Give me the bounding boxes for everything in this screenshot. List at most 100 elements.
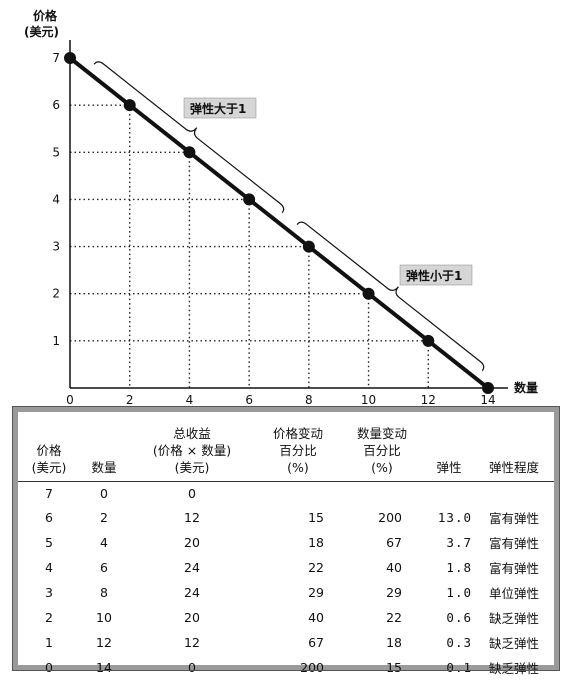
cell-r5-c2: 20 <box>184 609 200 625</box>
annotation-elastic-text: 弹性大于1 <box>190 101 246 116</box>
cell-r4-c0: 3 <box>45 584 53 600</box>
y-axis-label-line2: (美元) <box>24 24 59 39</box>
x-axis-label: 数量 <box>514 380 538 395</box>
cell-r2-c1: 4 <box>100 534 108 550</box>
annotation-inelastic: 弹性小于1 <box>399 264 473 286</box>
cell-r5-c5: 0.6 <box>446 609 472 625</box>
x-tick-14: 14 <box>480 393 495 407</box>
header-col-6: 弹性程度 <box>474 412 554 482</box>
cell-r5-c0: 2 <box>45 609 53 625</box>
table-header-row: 价格 (美元) 数量 总收益 (价格 × 数量) (美元) 价格变动 百分比 (%) 数量变动 百分… <box>18 412 554 482</box>
header-col-5: 弹性 <box>424 412 474 482</box>
cell-r1-c4: 200 <box>378 509 402 525</box>
cell-r1-c3: 15 <box>308 509 324 525</box>
data-point-5 <box>362 287 375 300</box>
cell-r1-c2: 12 <box>184 509 200 525</box>
y-tick-5: 5 <box>52 145 60 159</box>
data-point-3 <box>243 193 256 206</box>
demand-line <box>68 56 490 390</box>
y-tick-6: 6 <box>52 98 60 112</box>
table-row: 2 10 20 40 22 0.6 缺乏弹性 <box>18 605 554 630</box>
cell-r2-c0: 5 <box>45 534 53 550</box>
annotation-elastic: 弹性大于1 <box>183 97 257 119</box>
elasticity-table: 价格 (美元) 数量 总收益 (价格 × 数量) (美元) 价格变动 百分比 (%) 数量变动 百分… <box>18 412 554 680</box>
header-col-2: 总收益 (价格 × 数量) (美元) <box>128 412 256 482</box>
cell-r7-c2: 0 <box>188 659 196 675</box>
cell-r7-c1: 14 <box>96 659 112 675</box>
cell-r4-c5: 1.0 <box>446 584 472 600</box>
y-tick-7: 7 <box>52 51 60 65</box>
header-col-4-line-2: (%) <box>371 459 393 475</box>
table-row: 0 14 0 200 15 0.1 缺乏弹性 <box>18 655 554 680</box>
cell-r3-c1: 6 <box>100 559 108 575</box>
grid-lines <box>70 104 429 388</box>
cell-r3-c0: 4 <box>45 559 53 575</box>
table-row: 1 12 12 67 18 0.3 缺乏弹性 <box>18 630 554 655</box>
cell-r0-c6 <box>474 481 554 505</box>
cell-r6-c0: 1 <box>45 634 53 650</box>
header-col-1: 数量 <box>80 412 128 482</box>
cell-r5-c6: 缺乏弹性 <box>488 610 539 626</box>
cell-r2-c4: 67 <box>386 534 402 550</box>
header-col-6-line-0: 弹性程度 <box>488 459 539 475</box>
header-col-2-line-0: 总收益 <box>173 426 211 441</box>
header-col-3: 价格变动 百分比 (%) <box>256 412 340 482</box>
data-point-7 <box>482 382 494 394</box>
y-tick-1: 1 <box>52 334 60 348</box>
y-axis-label-line1: 价格 <box>33 8 58 23</box>
cell-r0-c2: 0 <box>188 485 196 501</box>
elasticity-braces <box>93 61 485 372</box>
cell-r6-c4: 18 <box>386 634 402 650</box>
cell-r2-c5: 3.7 <box>446 534 472 550</box>
demand-series-line <box>68 56 490 390</box>
header-col-1-line-0: 数量 <box>91 459 117 475</box>
cell-r6-c5: 0.3 <box>446 634 472 650</box>
cell-r1-c6: 富有弹性 <box>488 510 539 526</box>
brace-inelastic <box>296 221 485 372</box>
cell-r0-c4 <box>340 481 424 505</box>
y-tick-4: 4 <box>52 192 60 206</box>
cell-r3-c3: 22 <box>308 559 324 575</box>
y-tick-3: 3 <box>52 240 60 254</box>
cell-r2-c6: 富有弹性 <box>488 535 539 551</box>
cell-r3-c5: 1.8 <box>446 559 472 575</box>
cell-r1-c0: 6 <box>45 509 53 525</box>
table-body: 7 0 0 6 2 12 15 200 13.0 富有弹性 5 4 20 18 67 3.7 富有弹性 4 6 24 2… <box>18 481 554 680</box>
brace-elastic <box>93 61 285 214</box>
cell-r4-c3: 29 <box>308 584 324 600</box>
table-row: 3 8 24 29 29 1.0 单位弹性 <box>18 580 554 605</box>
x-tick-0: 0 <box>66 393 74 407</box>
header-col-2-line-2: (美元) <box>174 459 210 475</box>
cell-r4-c2: 24 <box>184 584 200 600</box>
cell-r6-c1: 12 <box>96 634 112 650</box>
x-tick-12: 12 <box>421 393 436 407</box>
x-tick-8: 8 <box>305 393 313 407</box>
header-col-0-line-1: (美元) <box>31 459 67 475</box>
cell-r7-c3: 200 <box>300 659 324 675</box>
cell-r3-c6: 富有弹性 <box>488 560 539 576</box>
axes <box>69 40 508 389</box>
annotation-inelastic-text: 弹性小于1 <box>406 268 462 283</box>
header-col-3-line-2: (%) <box>287 459 309 475</box>
cell-r3-c4: 40 <box>386 559 402 575</box>
cell-r7-c0: 0 <box>45 659 53 675</box>
header-col-3-line-0: 价格变动 <box>272 426 323 441</box>
cell-r5-c4: 22 <box>386 609 402 625</box>
cell-r4-c4: 29 <box>386 584 402 600</box>
cell-r2-c3: 18 <box>308 534 324 550</box>
table-row: 4 6 24 22 40 1.8 富有弹性 <box>18 555 554 580</box>
data-point-4 <box>302 240 315 253</box>
elasticity-table-frame: 价格 (美元) 数量 总收益 (价格 × 数量) (美元) 价格变动 百分比 (%) 数量变动 百分… <box>12 406 560 676</box>
data-points <box>64 52 494 394</box>
header-col-0-line-0: 价格 <box>36 442 62 458</box>
table-row: 7 0 0 <box>18 481 554 505</box>
header-col-3-line-1: 百分比 <box>279 442 317 458</box>
x-tick-4: 4 <box>186 393 194 407</box>
cell-r7-c6: 缺乏弹性 <box>488 660 539 676</box>
header-col-2-line-1: (价格 × 数量) <box>152 442 232 458</box>
cell-r5-c1: 10 <box>96 609 112 625</box>
header-col-4-line-0: 数量变动 <box>356 426 407 441</box>
cell-r5-c3: 40 <box>308 609 324 625</box>
cell-r6-c3: 67 <box>308 634 324 650</box>
